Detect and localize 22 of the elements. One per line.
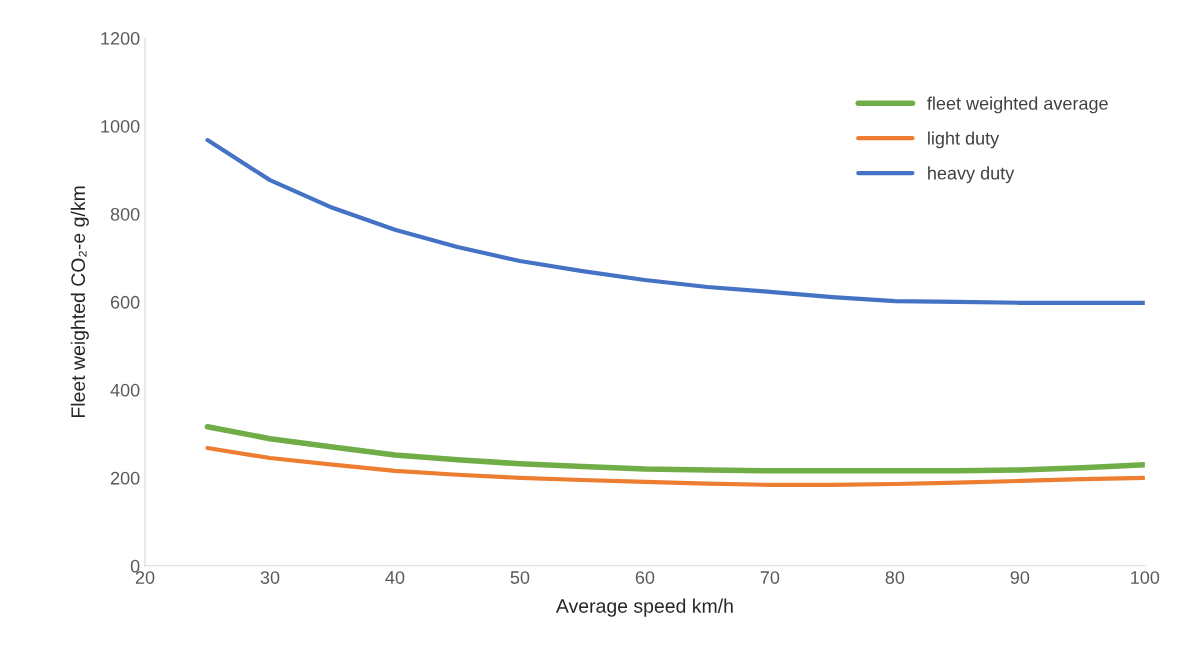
x-tick-label: 30 — [260, 571, 280, 584]
y-tick-label: 600 — [110, 295, 140, 309]
legend-label: light duty — [928, 131, 1000, 149]
legend-label: heavy duty — [928, 166, 1015, 184]
y-tick-label: 200 — [110, 471, 140, 485]
legend-label: fleet weighted average — [927, 96, 1108, 114]
x-tick-label: 60 — [635, 571, 655, 584]
x-tick-label: 20 — [135, 571, 155, 584]
x-tick-label: 40 — [385, 571, 405, 584]
x-axis-title: Average speed km/h — [555, 598, 733, 617]
x-tick-label: 90 — [1010, 571, 1030, 584]
x-tick-label: 70 — [760, 571, 780, 584]
y-tick-label: 1000 — [101, 119, 140, 133]
y-tick-label: 0 — [130, 559, 140, 573]
x-tick-label: 50 — [510, 571, 530, 584]
y-tick-label: 1200 — [101, 32, 140, 45]
y-axis-title: Fleet weighted CO₂-e g/km — [70, 186, 89, 418]
y-tick-label: 800 — [110, 207, 140, 221]
x-tick-label: 100 — [1131, 571, 1160, 584]
x-tick-label: 80 — [885, 571, 905, 584]
line-series — [205, 445, 1145, 487]
y-tick-label: 400 — [110, 383, 140, 397]
